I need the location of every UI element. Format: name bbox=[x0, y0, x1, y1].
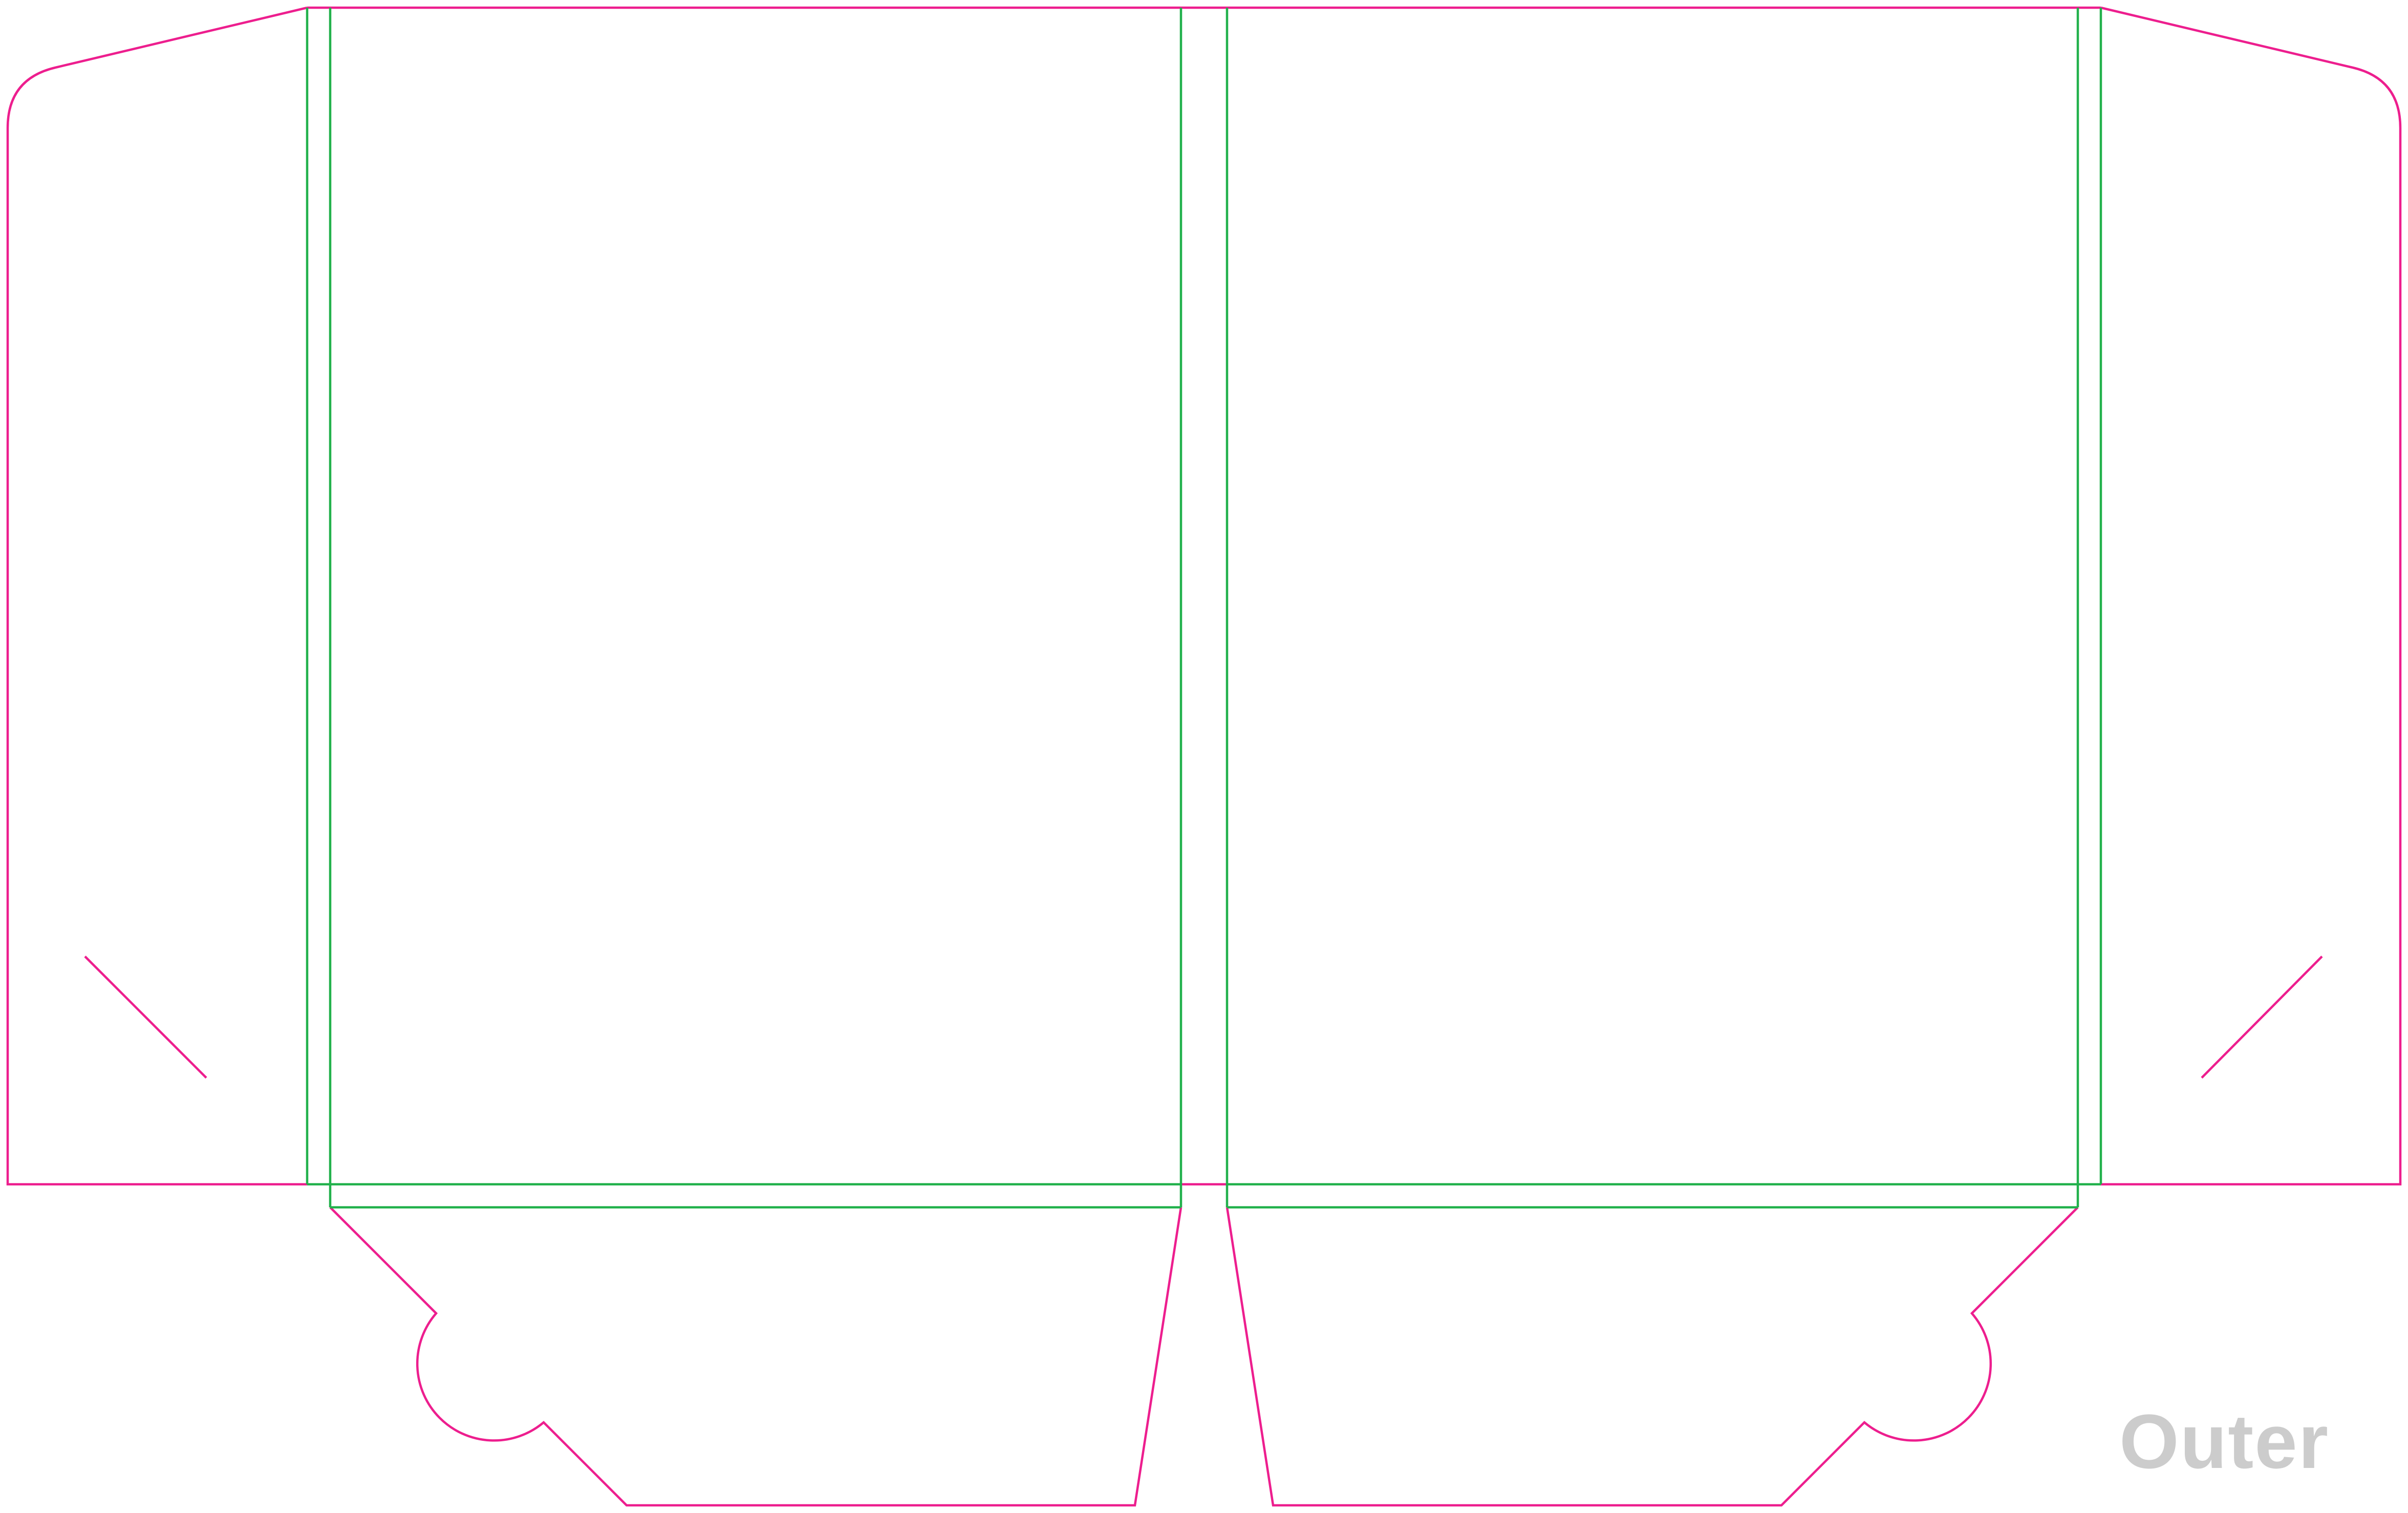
left-pocket-cut bbox=[329, 1206, 1182, 1507]
left-flap-cut bbox=[6, 6, 308, 1186]
left-card-slot bbox=[84, 955, 207, 1079]
right-flap-cut bbox=[2100, 6, 2402, 1186]
fold-lines bbox=[306, 8, 2102, 1209]
side-label: Outer bbox=[2119, 1398, 2330, 1484]
right-pocket-cut bbox=[1226, 1206, 2079, 1507]
cut-lines bbox=[6, 6, 2402, 1507]
right-card-slot bbox=[2201, 955, 2323, 1079]
